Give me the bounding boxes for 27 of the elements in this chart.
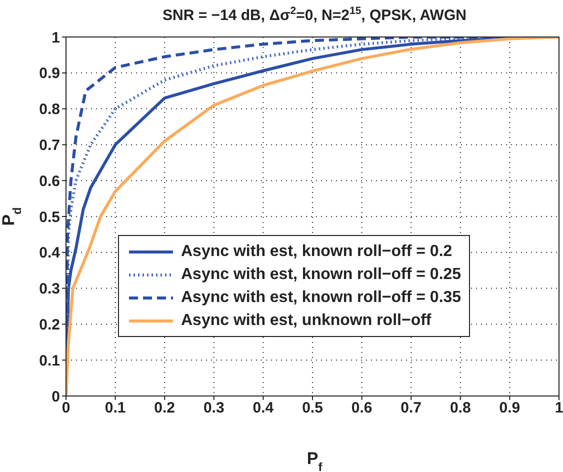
x-tick-label: 1 — [554, 400, 563, 417]
x-tick-label: 0.5 — [302, 400, 323, 417]
legend-label: Async with est, unknown roll−off — [181, 312, 432, 330]
legend-label: Async with est, known roll−off = 0.2 — [181, 242, 452, 260]
legend-label: Async with est, known roll−off = 0.35 — [181, 288, 462, 306]
y-tick-label: 0.8 — [39, 101, 60, 118]
x-tick-label: 0.9 — [499, 400, 520, 417]
x-tick-label: 0.8 — [450, 400, 471, 417]
y-tick-label: 0.3 — [39, 280, 60, 298]
y-tick-label: 0 — [52, 388, 60, 406]
y-tick-label: 0.9 — [39, 65, 60, 82]
y-tick-label: 0.5 — [39, 208, 60, 226]
y-tick-label: 1 — [52, 29, 60, 46]
y-tick-label: 0.1 — [39, 352, 60, 370]
x-tick-label: 0.4 — [252, 400, 274, 417]
x-axis-title: P$_{f}$ — [306, 449, 322, 472]
x-tick-label: 0.1 — [104, 400, 126, 417]
x-tick-label: 0.7 — [400, 400, 422, 417]
y-tick-label: 0.2 — [39, 316, 60, 334]
y-tick-label: 0.4 — [39, 244, 61, 262]
y-tick-label: 0.7 — [39, 137, 60, 154]
x-tick-label: 0.3 — [203, 400, 224, 417]
x-tick-label: 0.2 — [154, 400, 176, 417]
chart-title: SNR = −14 dB, Δσ$^{2}$=0, N=2$^{15}$, QPSK, AWGN — [162, 5, 466, 24]
legend-label: Async with est, known roll−off = 0.25 — [181, 266, 462, 284]
x-tick-label: 0.6 — [351, 400, 372, 417]
y-tick-label: 0.6 — [39, 172, 60, 190]
